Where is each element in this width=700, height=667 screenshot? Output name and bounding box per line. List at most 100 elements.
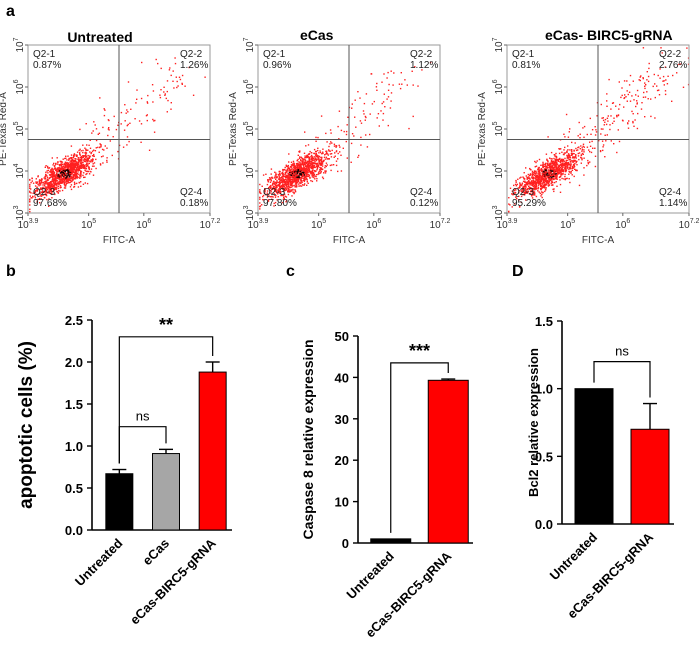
tick-base: 10 — [494, 83, 505, 95]
flow-dot — [514, 203, 516, 205]
tick-base: 10 — [245, 209, 256, 221]
flow-dot — [309, 166, 311, 168]
flow-dot — [128, 140, 130, 143]
tick-exponent: 7.2 — [211, 218, 221, 225]
flow-dot — [298, 161, 300, 163]
x-tick-label: 105 — [81, 218, 96, 231]
flow-dot — [319, 151, 322, 154]
flow-dot — [79, 152, 81, 154]
flow-dot — [294, 189, 296, 191]
flow-dot — [541, 187, 543, 189]
flow-dot — [550, 182, 552, 185]
flow-dot — [140, 97, 143, 100]
flow-dot — [91, 165, 94, 167]
flow-dot — [299, 161, 301, 164]
flow-dot — [639, 79, 641, 82]
flow-dots — [508, 47, 690, 213]
flow-panel-flow-ecas: eCasQ2-10.96%Q2-21.12%Q2-397.80%Q2-40.12… — [228, 27, 451, 246]
flow-dot — [569, 149, 571, 151]
flow-dot — [316, 178, 318, 180]
flow-dot — [271, 184, 274, 186]
flow-dot — [589, 117, 591, 120]
flow-dot — [574, 163, 576, 165]
flow-dot — [59, 182, 61, 184]
flow-dot — [554, 161, 556, 163]
quadrant-name: Q2-1 — [33, 49, 56, 60]
flow-dot — [72, 179, 74, 181]
flow-dot — [102, 162, 104, 164]
flow-dot — [266, 196, 269, 198]
flow-dot — [61, 168, 64, 171]
flow-dot — [562, 163, 564, 165]
flow-dot — [514, 192, 516, 194]
flow-dot — [292, 176, 294, 178]
flow-dot — [551, 176, 553, 178]
tick-base: 10 — [15, 209, 26, 221]
flow-dot — [323, 172, 325, 174]
flow-dot — [535, 183, 537, 185]
flow-dot — [530, 187, 532, 189]
flow-dot — [41, 188, 43, 190]
flow-dot — [74, 162, 77, 164]
flow-dot — [41, 182, 43, 184]
quadrant-name: Q2-3 — [33, 187, 56, 198]
flow-dot — [549, 170, 551, 173]
flow-dot — [298, 165, 300, 167]
flow-dot — [542, 174, 545, 176]
flow-dot — [555, 181, 557, 183]
flow-dot — [54, 193, 56, 195]
flow-dot — [151, 84, 154, 86]
flow-dot — [57, 182, 59, 185]
flow-dot — [270, 168, 273, 170]
flow-dot — [45, 193, 48, 196]
flow-dot — [292, 160, 295, 163]
flow-dot — [38, 198, 40, 200]
flow-dot — [306, 156, 308, 158]
flow-dot — [532, 182, 535, 184]
x-category-label: Untreated — [547, 529, 601, 583]
flow-dot — [295, 180, 297, 183]
flow-dot — [56, 177, 58, 179]
flow-dot — [357, 91, 359, 93]
flow-dot — [106, 161, 108, 163]
flow-dot — [277, 178, 280, 180]
flow-dot — [577, 146, 579, 149]
flow-dot — [362, 110, 365, 112]
x-tick-label: 106 — [615, 218, 630, 231]
flow-dot — [325, 156, 328, 158]
flow-dot — [66, 167, 69, 169]
flow-dot — [267, 180, 269, 182]
flow-dot — [561, 174, 563, 176]
flow-dot — [579, 133, 581, 135]
flow-dot — [177, 85, 179, 87]
flow-dot — [39, 195, 42, 197]
flow-dot — [550, 165, 552, 168]
flow-dot — [550, 169, 552, 172]
flow-dot — [50, 190, 52, 193]
flow-dot — [50, 183, 52, 185]
flow-dot — [309, 164, 311, 166]
flow-dot — [531, 175, 534, 177]
flow-dot — [170, 74, 172, 77]
flow-dot — [335, 164, 338, 167]
flow-dot — [284, 166, 286, 169]
y-tick-label: 107 — [13, 37, 26, 52]
flow-dot — [300, 177, 302, 179]
flow-dot — [289, 166, 292, 168]
flow-dot — [299, 179, 302, 181]
flow-dot — [267, 181, 270, 183]
flow-dot — [104, 145, 106, 147]
flow-dot — [87, 154, 89, 157]
flow-dot — [35, 181, 37, 183]
flow-dot — [636, 103, 638, 105]
flow-dot — [29, 195, 31, 197]
flow-dot — [561, 151, 563, 153]
flow-dot — [350, 161, 352, 163]
flow-dot — [68, 174, 70, 176]
flow-dot — [295, 182, 297, 184]
flow-dot — [62, 170, 64, 172]
flow-dot — [562, 173, 564, 175]
flow-dot — [293, 179, 296, 181]
flow-dot — [30, 192, 32, 194]
flow-dot — [543, 178, 545, 181]
